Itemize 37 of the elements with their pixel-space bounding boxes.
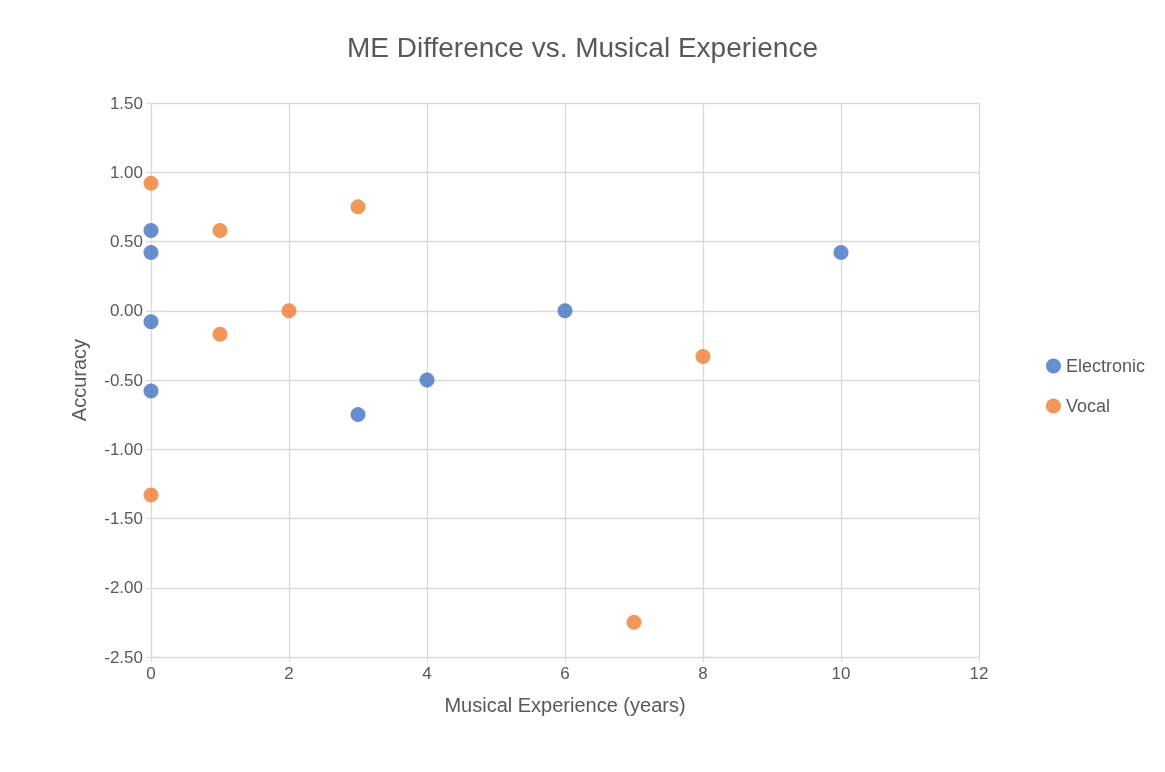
y-axis-title: Accuracy — [68, 338, 90, 422]
y-tick-label: -1.00 — [104, 439, 143, 459]
point — [695, 348, 711, 364]
point — [212, 222, 228, 238]
x-tick-label: 0 — [146, 664, 156, 683]
point — [557, 303, 573, 319]
x-tick-label: 2 — [284, 664, 294, 683]
chart-title: ME Difference vs. Musical Experience — [347, 31, 818, 63]
y-tick-label: -2.00 — [104, 578, 143, 598]
point — [143, 175, 159, 191]
point — [281, 303, 297, 319]
point — [350, 407, 366, 423]
y-tick-label: 0.50 — [109, 232, 143, 251]
y-tick-label: 1.00 — [109, 162, 143, 182]
y-tick-label: -1.50 — [104, 509, 143, 528]
x-tick-label: 10 — [831, 664, 851, 683]
y-tick-label: 1.50 — [109, 93, 143, 113]
x-axis-title: Musical Experience (years) — [444, 694, 686, 716]
point — [350, 199, 366, 215]
x-tick-label: 12 — [969, 664, 989, 683]
point — [212, 326, 228, 342]
point — [143, 487, 159, 503]
point — [143, 314, 159, 330]
legend-label: Vocal — [1065, 396, 1111, 416]
x-tick-label: 6 — [560, 664, 570, 683]
legend-label: Electronic — [1065, 356, 1145, 376]
point — [143, 383, 159, 399]
x-tick-label: 8 — [698, 664, 708, 683]
x-tick-label: 4 — [422, 664, 432, 683]
point — [833, 245, 849, 261]
y-tick-label: -0.50 — [104, 370, 143, 390]
point — [143, 245, 159, 261]
y-tick-label: 0.00 — [109, 301, 143, 321]
point — [626, 614, 642, 630]
y-tick-label: -2.50 — [104, 647, 143, 667]
point — [143, 222, 159, 238]
point — [419, 372, 435, 388]
